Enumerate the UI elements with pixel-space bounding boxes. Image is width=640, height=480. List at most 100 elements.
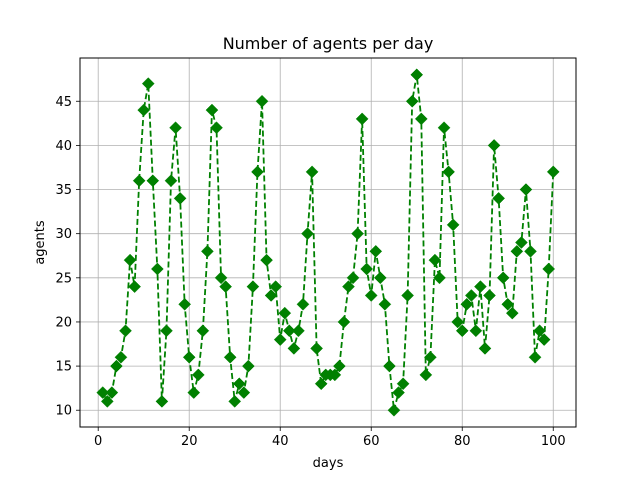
- data-point: [355, 112, 369, 126]
- data-point: [191, 368, 205, 382]
- data-point: [114, 350, 128, 364]
- x-tick-label: 20: [181, 434, 198, 449]
- data-point: [287, 342, 301, 355]
- y-tick-label: 35: [55, 183, 72, 198]
- data-point: [223, 350, 237, 364]
- data-point: [128, 280, 141, 293]
- data-point: [119, 324, 132, 338]
- data-point: [424, 350, 437, 364]
- y-tick-label: 40: [55, 139, 72, 154]
- data-point: [437, 121, 451, 135]
- data-point: [246, 280, 260, 293]
- data-point: [460, 297, 474, 311]
- data-point: [214, 271, 228, 285]
- data-point: [337, 315, 351, 329]
- data-point: [442, 165, 455, 179]
- x-tick-label: 100: [541, 434, 566, 449]
- data-point: [278, 306, 292, 320]
- data-point: [151, 262, 164, 276]
- x-tick-label: 0: [94, 434, 102, 449]
- data-point: [496, 271, 510, 285]
- data-point: [469, 324, 483, 338]
- data-point: [228, 395, 242, 408]
- data-point: [164, 174, 178, 188]
- data-point: [505, 306, 519, 320]
- data-point: [160, 324, 173, 338]
- data-point: [328, 368, 342, 382]
- data-point: [369, 244, 383, 258]
- x-tick-label: 40: [272, 434, 289, 449]
- data-point: [360, 262, 374, 276]
- data-point: [446, 218, 460, 232]
- data-point: [342, 280, 355, 293]
- data-point: [533, 324, 546, 338]
- data-point: [196, 324, 210, 338]
- x-tick-label: 80: [454, 434, 471, 449]
- data-series: [96, 68, 560, 417]
- data-point: [419, 368, 433, 382]
- data-point: [351, 227, 364, 241]
- data-point: [542, 262, 556, 276]
- data-point: [110, 359, 123, 373]
- data-point: [405, 94, 419, 108]
- y-axis-label: agents: [33, 220, 48, 265]
- data-point: [251, 165, 264, 179]
- data-point: [205, 103, 219, 117]
- data-point: [333, 359, 346, 373]
- data-point: [455, 324, 469, 338]
- data-point: [378, 297, 392, 311]
- data-point: [146, 174, 160, 188]
- data-point: [428, 253, 442, 267]
- data-point: [528, 350, 542, 364]
- data-point: [232, 377, 246, 391]
- y-tick-label: 20: [55, 315, 72, 330]
- data-point: [474, 280, 487, 293]
- data-point: [187, 386, 201, 399]
- data-point: [410, 68, 424, 82]
- data-point: [273, 333, 287, 346]
- data-point: [260, 253, 273, 267]
- data-point: [373, 271, 387, 285]
- data-point: [519, 183, 533, 196]
- y-tick-label: 30: [55, 227, 72, 242]
- data-point: [487, 139, 501, 152]
- data-point: [137, 103, 151, 117]
- data-point: [387, 403, 401, 417]
- data-point: [501, 297, 515, 311]
- y-tick-label: 45: [55, 95, 72, 110]
- y-tick-label: 25: [55, 271, 72, 286]
- data-point: [201, 244, 214, 258]
- axes-frame: [79, 57, 577, 428]
- data-point: [282, 324, 296, 338]
- data-point: [414, 112, 428, 126]
- data-point: [464, 289, 478, 302]
- data-point: [237, 386, 251, 399]
- data-point: [269, 280, 283, 293]
- data-point: [182, 350, 196, 364]
- data-point: [292, 324, 305, 338]
- data-point: [132, 174, 146, 188]
- data-point: [310, 342, 323, 355]
- data-point: [155, 395, 169, 408]
- data-point: [383, 359, 396, 373]
- data-point: [392, 386, 405, 399]
- data-point: [264, 289, 278, 302]
- data-point: [301, 227, 314, 241]
- data-point: [478, 342, 492, 355]
- data-point: [242, 359, 255, 373]
- data-point: [141, 77, 155, 90]
- x-tick-label: 60: [363, 434, 380, 449]
- data-point: [401, 289, 414, 302]
- data-point: [105, 386, 119, 399]
- data-point: [123, 253, 137, 267]
- data-point: [546, 165, 560, 179]
- data-point: [433, 271, 446, 285]
- data-point: [364, 289, 378, 302]
- data-point: [515, 236, 528, 249]
- data-point: [396, 377, 410, 391]
- y-tick-label: 15: [55, 360, 72, 375]
- y-tick-label: 10: [55, 404, 72, 419]
- data-point: [173, 192, 187, 205]
